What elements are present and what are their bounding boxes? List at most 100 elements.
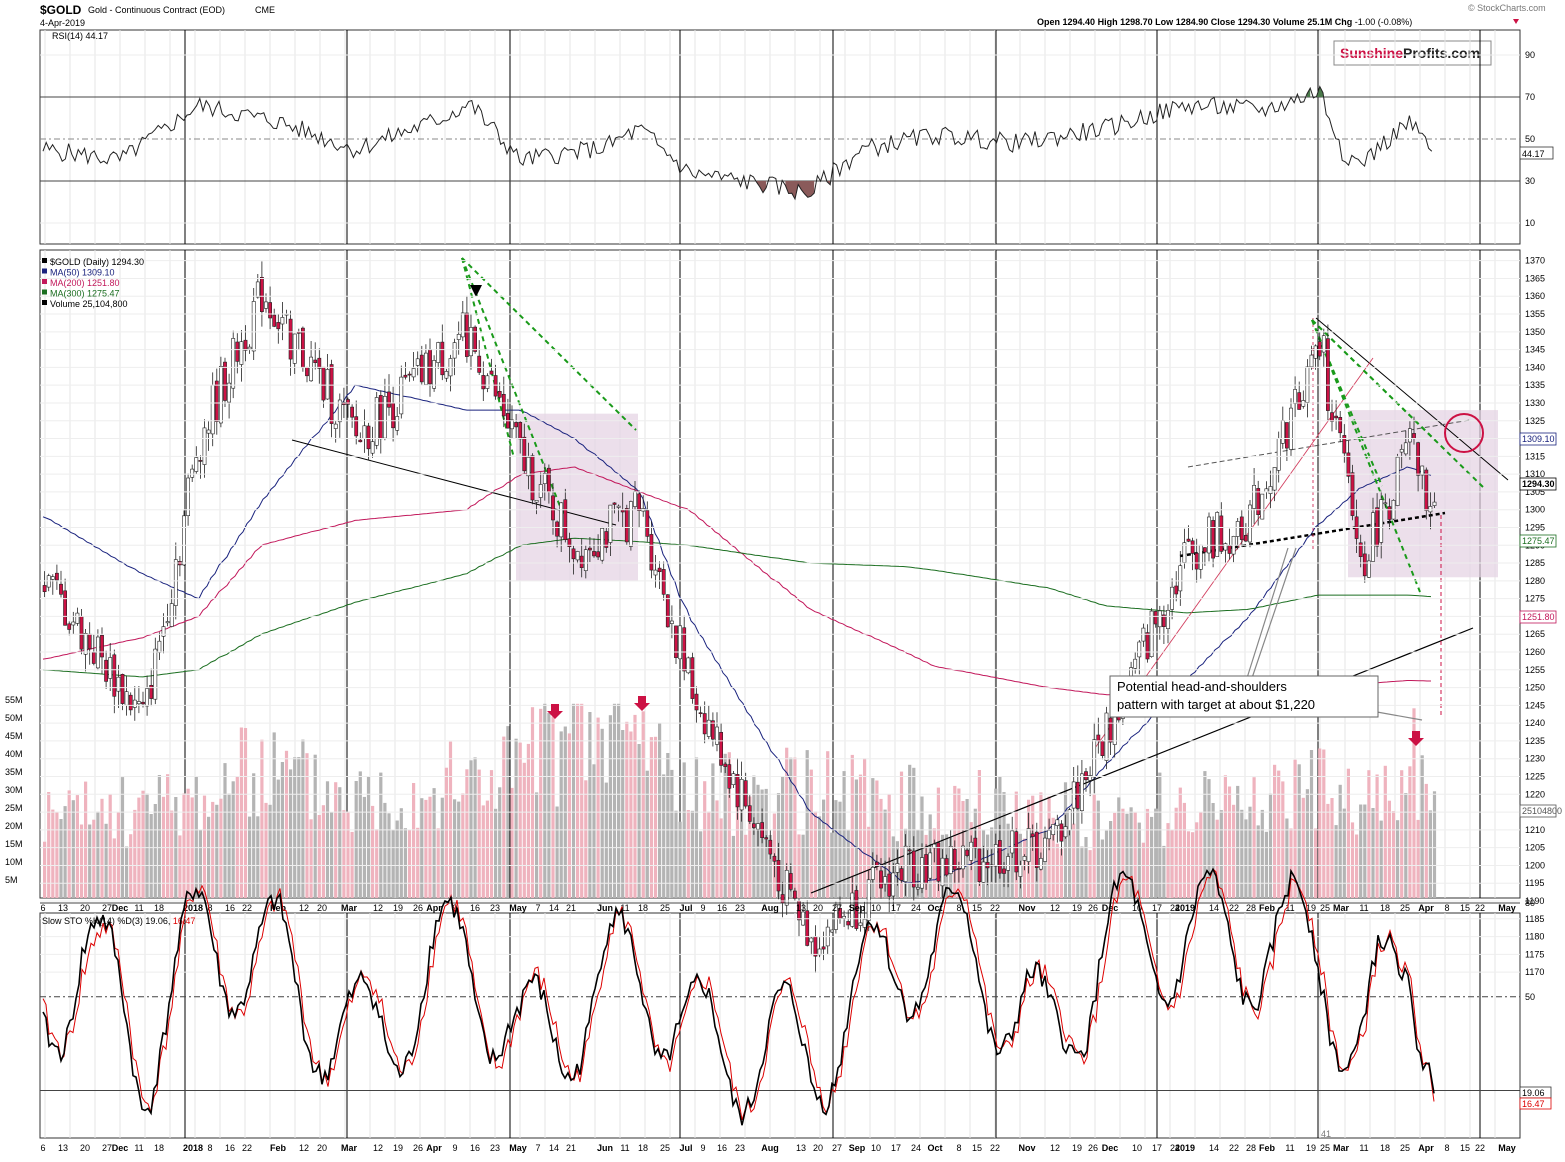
price-tick-label: 1275 bbox=[1525, 594, 1545, 604]
price-tick-label: 1170 bbox=[1525, 967, 1544, 977]
volume-tick-label: 5M bbox=[5, 875, 18, 885]
candle-body bbox=[1084, 771, 1088, 781]
volume-bar bbox=[1002, 792, 1006, 898]
volume-bar bbox=[785, 747, 789, 898]
volume-bar bbox=[854, 779, 858, 898]
sto-label: Slow STO %K(14) %D(3) 19.06, 16.47 bbox=[42, 916, 195, 926]
candle-body bbox=[1190, 540, 1195, 554]
volume-bar bbox=[641, 711, 645, 898]
volume-bar bbox=[481, 805, 485, 898]
candle-body bbox=[846, 921, 851, 926]
price-tick-label: 1220 bbox=[1525, 789, 1545, 799]
rsi-tick-label: 10 bbox=[1525, 218, 1535, 228]
volume-bar bbox=[412, 783, 416, 898]
volume-bar bbox=[1076, 801, 1080, 898]
candle-body bbox=[784, 869, 789, 906]
price-tick-label: 1210 bbox=[1525, 825, 1545, 835]
time-axis-label: 23 bbox=[735, 1143, 745, 1153]
candle-body bbox=[1375, 507, 1380, 547]
time-axis-label: 8 bbox=[1444, 1143, 1449, 1153]
volume-bar bbox=[1359, 804, 1363, 898]
value-tag-box bbox=[1519, 477, 1557, 491]
candle-body bbox=[1153, 611, 1158, 625]
time-axis-label: 20 bbox=[813, 903, 823, 913]
candle-body bbox=[747, 805, 752, 822]
volume-bar bbox=[354, 781, 358, 898]
volume-bar bbox=[432, 788, 436, 898]
candle-body bbox=[1088, 775, 1093, 781]
time-axis-label: 11 bbox=[620, 903, 629, 913]
volume-bar bbox=[653, 736, 658, 898]
candle-body bbox=[87, 633, 92, 650]
price-tick-label: 1255 bbox=[1525, 665, 1545, 675]
candle-body bbox=[858, 922, 863, 926]
rsi-axis: 90 70 50 30 10 bbox=[40, 50, 1535, 228]
volume-bar bbox=[715, 800, 719, 898]
time-axis-label: 17 bbox=[1152, 903, 1162, 913]
volume-bar bbox=[1104, 830, 1109, 898]
candle-body bbox=[1075, 781, 1080, 809]
candle-body bbox=[1235, 521, 1240, 537]
candle-body bbox=[1043, 837, 1047, 862]
volume-bar bbox=[768, 835, 772, 898]
time-axis-label: 25 bbox=[1400, 1143, 1410, 1153]
candle-body bbox=[608, 504, 613, 543]
candle-body bbox=[1174, 585, 1179, 595]
chg-down-icon bbox=[1513, 19, 1519, 24]
candle-body bbox=[1166, 609, 1170, 629]
volume-bar bbox=[1416, 819, 1420, 898]
rsi-value-tag: 44.17 bbox=[1519, 146, 1554, 160]
candle-body bbox=[899, 868, 904, 881]
volume-bar bbox=[112, 838, 116, 898]
candle-body bbox=[522, 436, 527, 472]
time-axis-label: 12 bbox=[299, 903, 309, 913]
volume-bar bbox=[1203, 771, 1207, 898]
volume-bar bbox=[576, 703, 580, 898]
volume-bar bbox=[863, 758, 867, 898]
volume-bar bbox=[297, 757, 301, 898]
time-axis-label: Oct bbox=[927, 903, 942, 913]
volume-bar bbox=[330, 812, 334, 898]
candle-body bbox=[1276, 438, 1281, 471]
volume-bar bbox=[125, 846, 129, 898]
volume-bar bbox=[1010, 836, 1014, 898]
candle-body bbox=[1157, 610, 1162, 628]
time-axis-label: 13 bbox=[58, 903, 68, 913]
volume-bar bbox=[1318, 748, 1322, 898]
candle-body bbox=[305, 366, 309, 377]
time-axis-label: 6 bbox=[40, 903, 45, 913]
candle-body bbox=[1379, 499, 1384, 543]
volume-bar bbox=[530, 707, 535, 898]
sto-series bbox=[42, 867, 1435, 1126]
volume-tick-label: 50M bbox=[5, 713, 23, 723]
candle-body bbox=[477, 355, 482, 373]
candle-body bbox=[1030, 833, 1035, 837]
candle-body bbox=[1285, 422, 1289, 449]
price-tick-label: 1345 bbox=[1525, 345, 1545, 355]
candle-body bbox=[1309, 354, 1314, 368]
volume-bar bbox=[67, 790, 71, 898]
time-axis-label: 23 bbox=[490, 1143, 500, 1153]
candle-body bbox=[1022, 856, 1027, 861]
volume-bar bbox=[539, 708, 543, 898]
candle-body bbox=[1346, 452, 1351, 477]
time-axis-label: 11 bbox=[1285, 903, 1294, 913]
candle-body bbox=[592, 551, 596, 557]
volume-bar bbox=[1264, 831, 1268, 898]
time-axis-label: 13 bbox=[58, 1143, 68, 1153]
price-tick-label: 1280 bbox=[1525, 576, 1545, 586]
time-axis-label: 26 bbox=[413, 1143, 423, 1153]
volume-bar bbox=[1338, 784, 1342, 898]
volume-bar bbox=[276, 779, 280, 898]
volume-bar bbox=[735, 774, 740, 898]
time-axis-label: 11 bbox=[1285, 1143, 1294, 1153]
volume-bar bbox=[416, 827, 420, 898]
candle-body bbox=[981, 861, 986, 883]
time-axis-label: 22 bbox=[1229, 903, 1239, 913]
candle-body bbox=[1096, 734, 1101, 742]
volume-bar bbox=[1268, 793, 1273, 898]
candle-body bbox=[612, 502, 617, 505]
time-axis-label: Jun bbox=[597, 1143, 613, 1153]
volume-bar bbox=[580, 703, 584, 898]
volume-bar bbox=[444, 767, 448, 898]
